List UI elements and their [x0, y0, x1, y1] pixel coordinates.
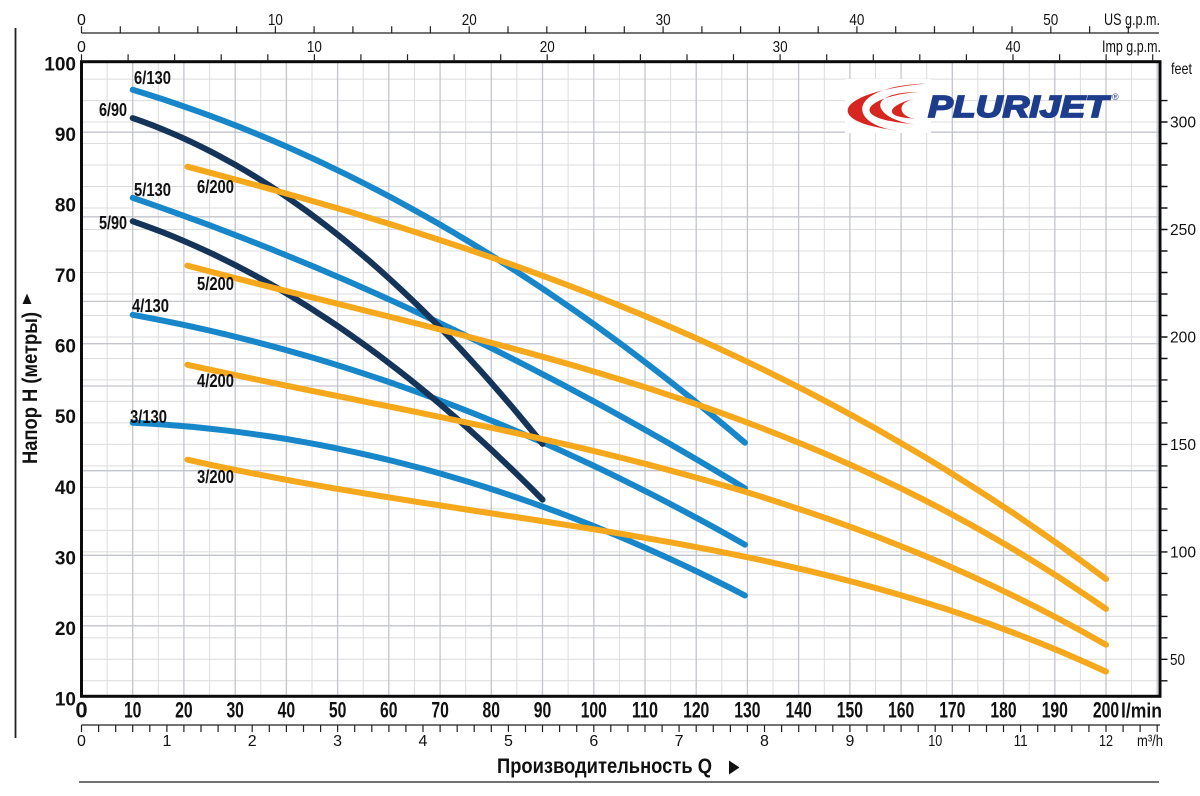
svg-text:m³/h: m³/h [1137, 733, 1163, 750]
svg-text:170: 170 [939, 698, 965, 723]
svg-text:70: 70 [431, 698, 449, 723]
svg-text:90: 90 [55, 125, 76, 146]
svg-text:6/200: 6/200 [197, 177, 234, 197]
svg-text:30: 30 [226, 698, 244, 723]
svg-text:30: 30 [656, 12, 671, 29]
svg-text:8: 8 [760, 733, 769, 750]
svg-text:50: 50 [55, 407, 76, 428]
svg-text:150: 150 [837, 698, 863, 723]
svg-text:6/130: 6/130 [134, 68, 171, 88]
svg-text:1: 1 [162, 733, 171, 750]
svg-text:US g.p.m.: US g.p.m. [1104, 11, 1160, 29]
svg-text:PLURIJET: PLURIJET [928, 89, 1112, 124]
svg-text:3/200: 3/200 [197, 467, 234, 487]
svg-text:6/90: 6/90 [99, 100, 127, 120]
svg-text:30: 30 [55, 548, 76, 569]
svg-text:5/200: 5/200 [197, 274, 234, 294]
svg-text:130: 130 [734, 698, 760, 723]
svg-text:20: 20 [540, 39, 555, 56]
svg-text:100: 100 [581, 698, 607, 723]
svg-text:0: 0 [77, 733, 86, 750]
svg-text:10: 10 [307, 39, 322, 56]
svg-text:20: 20 [462, 12, 477, 29]
svg-text:20: 20 [55, 619, 76, 640]
svg-text:100: 100 [1170, 544, 1196, 561]
svg-text:®: ® [1112, 92, 1119, 102]
svg-text:110: 110 [632, 698, 658, 723]
svg-text:120: 120 [683, 698, 709, 723]
svg-text:80: 80 [55, 196, 76, 217]
svg-text:Производительность Q: Производительность Q [497, 754, 712, 778]
svg-text:4/130: 4/130 [132, 296, 169, 316]
svg-text:200: 200 [1093, 698, 1119, 723]
svg-text:40: 40 [55, 478, 76, 499]
svg-text:40: 40 [849, 12, 864, 29]
svg-text:l/min: l/min [1121, 701, 1162, 723]
svg-text:60: 60 [380, 698, 398, 723]
svg-text:40: 40 [1006, 39, 1021, 56]
svg-text:0: 0 [77, 12, 86, 29]
svg-text:140: 140 [786, 698, 812, 723]
svg-text:60: 60 [55, 337, 76, 358]
svg-text:70: 70 [55, 266, 76, 287]
svg-text:Imp g.p.m.: Imp g.p.m. [1102, 38, 1161, 56]
svg-text:10: 10 [928, 733, 942, 750]
svg-text:10: 10 [268, 12, 283, 29]
svg-text:190: 190 [1042, 698, 1068, 723]
svg-text:160: 160 [888, 698, 914, 723]
svg-text:180: 180 [990, 698, 1016, 723]
svg-text:7: 7 [675, 733, 684, 750]
svg-text:3: 3 [333, 733, 342, 750]
svg-text:9: 9 [845, 733, 854, 750]
svg-text:0: 0 [77, 39, 86, 56]
svg-text:4/200: 4/200 [197, 371, 234, 391]
svg-text:11: 11 [1014, 733, 1028, 750]
svg-text:4: 4 [419, 733, 428, 750]
svg-text:80: 80 [483, 698, 501, 723]
svg-text:10: 10 [124, 698, 142, 723]
svg-text:30: 30 [773, 39, 788, 56]
svg-text:90: 90 [534, 698, 552, 723]
svg-text:250: 250 [1170, 222, 1196, 239]
svg-text:2: 2 [248, 733, 257, 750]
svg-text:6: 6 [589, 733, 598, 750]
svg-text:50: 50 [1170, 652, 1185, 669]
svg-text:300: 300 [1170, 115, 1196, 132]
svg-text:20: 20 [175, 698, 193, 723]
svg-text:5/130: 5/130 [134, 180, 171, 200]
svg-text:200: 200 [1170, 330, 1196, 347]
svg-text:Напор H (метры): Напор H (метры) [19, 312, 42, 464]
svg-text:5/90: 5/90 [99, 213, 127, 233]
svg-text:0: 0 [75, 698, 87, 723]
svg-text:100: 100 [44, 55, 76, 76]
svg-text:5: 5 [504, 733, 513, 750]
svg-text:12: 12 [1099, 733, 1113, 750]
svg-text:40: 40 [278, 698, 296, 723]
svg-text:50: 50 [1043, 12, 1058, 29]
svg-text:3/130: 3/130 [130, 407, 167, 427]
svg-text:150: 150 [1170, 437, 1196, 454]
svg-text:feet: feet [1171, 61, 1192, 78]
svg-text:50: 50 [329, 698, 347, 723]
svg-text:10: 10 [55, 689, 76, 710]
